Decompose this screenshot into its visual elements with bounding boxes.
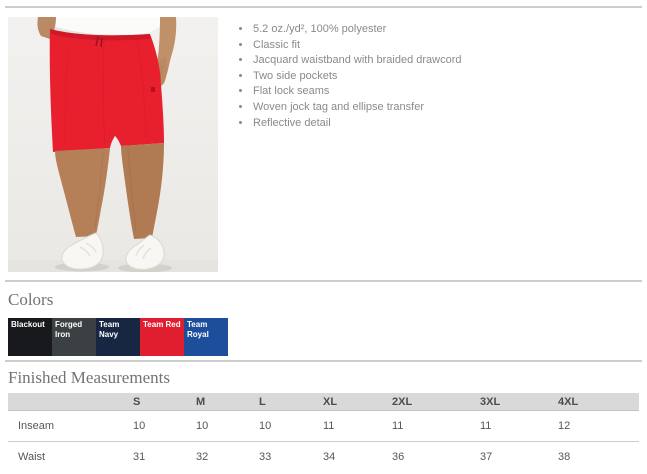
measurement-value: 38: [558, 441, 639, 472]
table-row-waist: Waist 31 32 33 34 36 37 38: [8, 441, 639, 472]
measurement-value: 11: [480, 420, 492, 432]
measurement-value: 37: [480, 441, 558, 472]
model-red-shorts-illustration: [8, 17, 218, 273]
size-header: S: [133, 393, 196, 411]
row-label: Waist: [8, 441, 133, 472]
size-header: L: [259, 393, 323, 411]
size-header: 2XL: [392, 393, 480, 411]
measurement-value: 33: [259, 441, 323, 472]
measurement-value: 31: [133, 441, 196, 472]
legs: [55, 143, 164, 239]
measurement-value: 34: [323, 441, 392, 472]
color-swatch-team-red[interactable]: Team Red: [140, 318, 184, 356]
measurements-heading: Finished Measurements: [8, 368, 170, 387]
white-sneakers: [61, 232, 165, 270]
measurement-value: 12: [558, 420, 571, 432]
measurements-table: S M L XL 2XL 3XL 4XL Inseam 10 10 10 11 …: [8, 393, 639, 472]
colors-heading: Colors: [8, 290, 54, 309]
white-tshirt: [42, 17, 161, 38]
feature-item: Jacquard waistband with braided drawcord: [252, 53, 647, 69]
table-row-inseam: Inseam 10 10 10 11 11 11 12: [8, 411, 639, 442]
feature-list: 5.2 oz./yd², 100% polyester Classic fit …: [238, 22, 647, 131]
swatch-label: Blackout: [11, 320, 45, 329]
measurement-value: 10: [133, 420, 146, 432]
divider-top: [5, 6, 642, 8]
divider-measurements: [5, 360, 642, 362]
measurement-value: 11: [392, 420, 404, 432]
color-swatch-forged-iron[interactable]: Forged Iron: [52, 318, 96, 356]
swatch-label: Team Red: [143, 320, 181, 329]
measurement-value: 10: [259, 420, 272, 432]
feature-item: 5.2 oz./yd², 100% polyester: [252, 22, 647, 38]
color-swatch-blackout[interactable]: Blackout: [8, 318, 52, 356]
size-header: M: [196, 393, 259, 411]
size-header: 3XL: [480, 393, 558, 411]
feature-item: Classic fit: [252, 38, 647, 54]
measurement-value: 36: [392, 441, 480, 472]
swatch-label: Team Royal: [187, 320, 209, 339]
measurement-value: 10: [196, 420, 209, 432]
feature-item: Reflective detail: [252, 116, 647, 132]
size-header: 4XL: [558, 393, 639, 411]
measurement-value: 11: [323, 420, 335, 432]
size-header-empty: [8, 393, 133, 411]
measurement-value: 32: [196, 441, 259, 472]
floor-shading: [8, 260, 218, 272]
feature-item: Flat lock seams: [252, 84, 647, 100]
size-header-row: S M L XL 2XL 3XL 4XL: [8, 393, 639, 411]
feature-item: Woven jock tag and ellipse transfer: [252, 100, 647, 116]
swatch-label: Forged Iron: [55, 320, 83, 339]
red-shorts: [49, 29, 165, 152]
product-photo[interactable]: [8, 17, 218, 273]
swatch-label: Team Navy: [99, 320, 120, 339]
divider-colors: [5, 280, 642, 282]
color-swatch-team-navy[interactable]: Team Navy: [96, 318, 140, 356]
size-header: XL: [323, 393, 392, 411]
row-label: Inseam: [18, 420, 55, 432]
color-swatches: Blackout Forged Iron Team Navy Team Red …: [8, 318, 228, 356]
feature-item: Two side pockets: [252, 69, 647, 85]
color-swatch-team-royal[interactable]: Team Royal: [184, 318, 228, 356]
